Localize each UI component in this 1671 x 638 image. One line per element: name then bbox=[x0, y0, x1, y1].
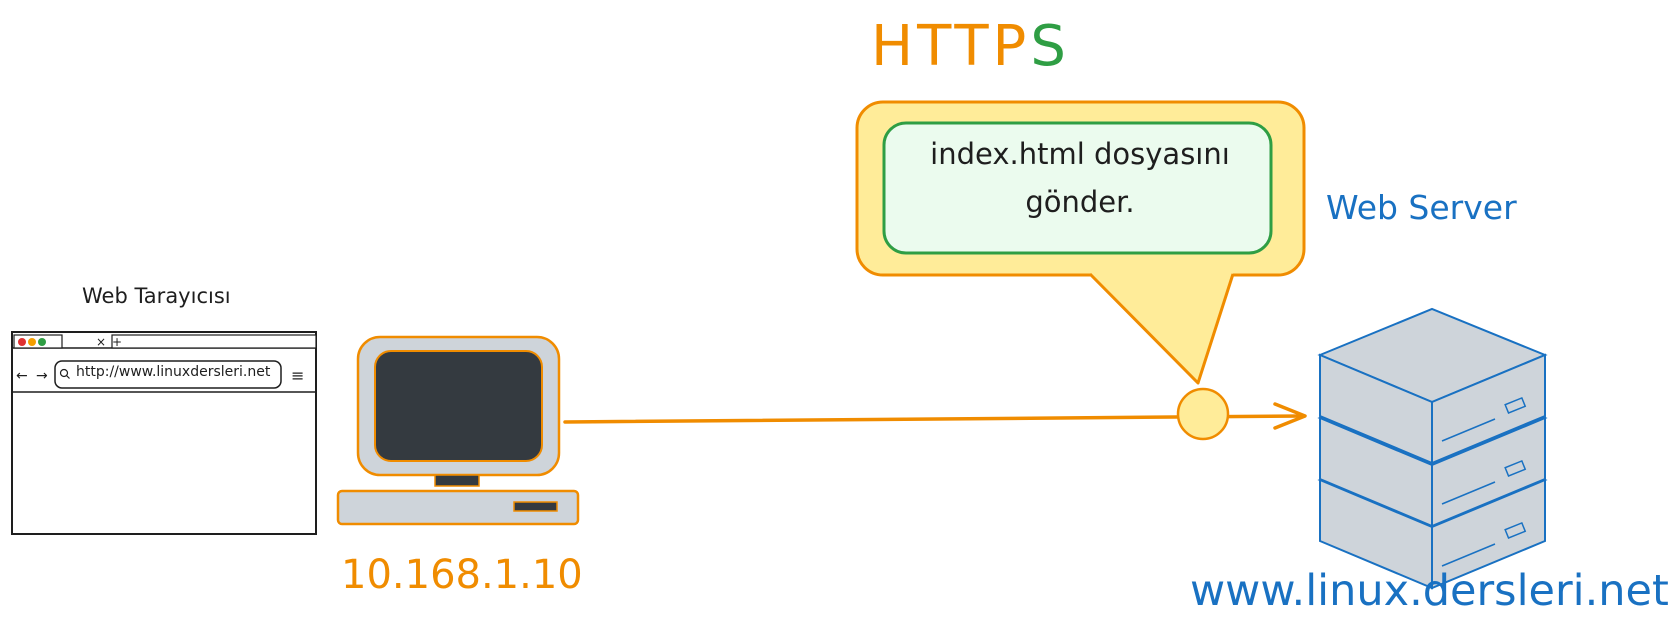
message-text: index.html dosyasını gönder. bbox=[885, 130, 1275, 226]
message-line-2: gönder. bbox=[1025, 185, 1135, 219]
computer-base bbox=[336, 489, 580, 526]
packet-circle bbox=[1176, 387, 1230, 441]
browser-window: × + ← → ≡ bbox=[11, 331, 317, 535]
tab-close-icon[interactable]: × bbox=[96, 335, 106, 349]
minimize-dot-icon[interactable] bbox=[28, 338, 36, 346]
browser-tab[interactable] bbox=[13, 334, 63, 349]
maximize-dot-icon[interactable] bbox=[38, 338, 46, 346]
bubble-tail bbox=[1088, 272, 1235, 385]
computer-icon bbox=[336, 335, 580, 526]
address-bar[interactable] bbox=[54, 360, 282, 389]
hamburger-menu-icon[interactable]: ≡ bbox=[291, 366, 304, 385]
new-tab-icon[interactable]: + bbox=[112, 335, 122, 349]
back-arrow-icon[interactable]: ← bbox=[16, 368, 28, 384]
protocol-main-text: HTTP bbox=[871, 14, 1031, 79]
search-icon bbox=[59, 368, 70, 379]
disk-drive-slot bbox=[513, 501, 558, 512]
monitor-screen bbox=[374, 350, 543, 462]
close-dot-icon[interactable] bbox=[18, 338, 26, 346]
server-stack-icon bbox=[1317, 307, 1548, 590]
speech-bubble bbox=[855, 100, 1306, 385]
protocol-label: HTTPS bbox=[871, 14, 1070, 79]
arrow-head bbox=[1273, 402, 1307, 430]
message-line-1: index.html dosyasını bbox=[930, 137, 1230, 171]
client-ip-label: 10.168.1.10 bbox=[341, 552, 583, 598]
browser-tab-new bbox=[111, 334, 317, 349]
browser-caption: Web Tarayıcısı bbox=[82, 284, 231, 308]
monitor-stand bbox=[434, 474, 480, 487]
protocol-secure-letter: S bbox=[1030, 14, 1070, 79]
server-domain-label: www.linux.dersleri.net bbox=[1190, 566, 1669, 616]
message-box bbox=[882, 121, 1273, 255]
server-caption: Web Server bbox=[1326, 188, 1517, 227]
forward-arrow-icon[interactable]: → bbox=[36, 368, 48, 384]
address-bar-url[interactable]: http://www.linuxdersleri.net bbox=[76, 364, 271, 380]
server-unit-top bbox=[1317, 307, 1548, 465]
